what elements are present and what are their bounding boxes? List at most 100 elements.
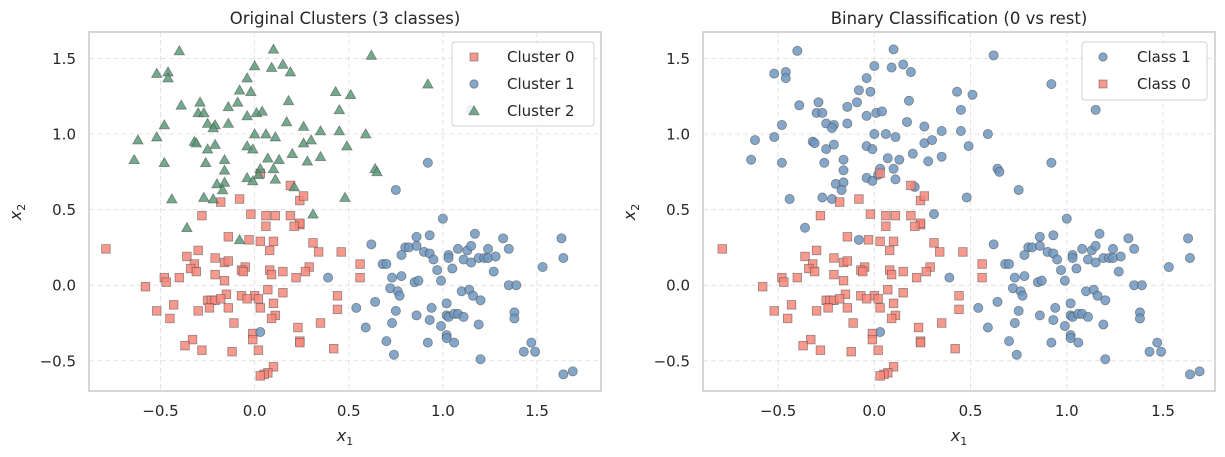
data-point-square <box>888 298 899 309</box>
data-point-circle <box>426 302 437 313</box>
data-point-circle <box>1009 272 1020 283</box>
y-axis-label-subscript: 2 <box>15 204 28 211</box>
data-point-circle <box>898 59 909 70</box>
data-point-circle <box>396 271 407 282</box>
data-point-square <box>875 371 885 381</box>
data-point-triangle <box>248 60 261 71</box>
data-point-square <box>253 294 264 304</box>
data-point-circle <box>963 141 974 152</box>
data-point-circle <box>509 313 520 324</box>
data-point-circle <box>836 184 847 195</box>
data-point-circle <box>351 302 362 313</box>
data-point-square <box>875 236 885 247</box>
data-point-circle <box>1059 321 1070 332</box>
data-point-circle <box>1152 337 1163 348</box>
data-point-circle <box>1184 252 1195 263</box>
data-point-square <box>315 318 326 328</box>
data-point-circle <box>826 122 837 133</box>
data-point-circle <box>1034 240 1045 251</box>
data-point-triangle <box>260 128 272 139</box>
x-tick-label: 1.0 <box>1055 402 1079 420</box>
data-point-square <box>834 294 845 304</box>
data-point-circle <box>1046 337 1057 348</box>
data-point-square <box>782 313 793 324</box>
data-point-square <box>238 266 249 277</box>
data-point-triangle <box>344 88 357 100</box>
y-axis-label-subscript: 2 <box>629 204 642 211</box>
data-point-square <box>223 256 233 266</box>
data-point-triangle <box>216 183 229 195</box>
data-point-circle <box>919 121 930 132</box>
data-point-circle <box>381 336 392 347</box>
x-axis-label-subscript: 1 <box>346 435 353 448</box>
data-point-triangle <box>201 143 214 154</box>
data-point-circle <box>923 156 934 167</box>
data-point-triangle <box>269 131 282 142</box>
data-point-square <box>268 298 279 309</box>
data-point-square <box>798 340 808 351</box>
data-point-circle <box>865 86 876 97</box>
data-point-square <box>255 303 265 313</box>
data-point-square <box>842 232 853 242</box>
data-point-square <box>823 303 833 313</box>
data-point-square <box>779 277 789 287</box>
data-point-circle <box>853 85 864 96</box>
data-point-square <box>197 210 207 221</box>
data-point-square <box>210 269 220 280</box>
data-point-circle <box>435 321 446 332</box>
data-point-square <box>885 245 895 256</box>
data-point-circle <box>255 327 266 338</box>
data-point-circle <box>1004 259 1015 270</box>
data-point-circle <box>1100 354 1111 365</box>
data-point-square <box>815 210 826 221</box>
data-point-circle <box>1065 333 1076 344</box>
data-point-square <box>193 245 203 256</box>
data-point-square <box>867 334 878 345</box>
data-point-circle <box>1144 346 1155 357</box>
data-point-square <box>329 343 339 354</box>
data-point-square <box>246 209 256 219</box>
data-point-circle <box>387 317 398 328</box>
x-axis-label-main: x <box>336 426 347 445</box>
data-point-circle <box>867 144 878 155</box>
data-point-square <box>958 247 968 257</box>
data-point-square <box>873 294 883 304</box>
data-point-circle <box>1050 302 1061 313</box>
data-point-square <box>291 272 301 283</box>
data-point-square <box>223 303 233 313</box>
data-point-square <box>888 236 899 247</box>
data-point-circle <box>388 349 399 360</box>
data-point-square <box>255 371 265 381</box>
data-point-square <box>861 294 872 304</box>
data-point-triangle <box>158 156 171 168</box>
data-point-circle <box>411 240 422 251</box>
data-point-circle <box>888 44 899 55</box>
data-point-triangle <box>340 140 353 151</box>
legend-marker-triangle <box>468 104 480 116</box>
data-point-square <box>210 253 220 263</box>
data-point-square <box>873 345 883 355</box>
data-point-circle <box>441 298 452 309</box>
data-point-circle <box>443 252 454 263</box>
legend-marker-circle <box>1098 52 1108 62</box>
data-point-square <box>846 346 856 357</box>
data-point-triangle <box>128 153 141 165</box>
data-point-circle <box>1036 275 1047 286</box>
data-point-circle <box>1013 184 1024 195</box>
data-point-circle <box>469 228 480 239</box>
data-point-circle <box>1056 265 1067 276</box>
legend-box <box>451 41 595 127</box>
data-point-circle <box>381 259 392 270</box>
chart-title: Binary Classification (0 vs rest) <box>831 9 1088 28</box>
data-point-circle <box>441 333 452 344</box>
data-point-circle <box>903 95 914 106</box>
data-point-circle <box>467 290 478 301</box>
data-point-triangle <box>371 165 383 177</box>
data-point-circle <box>955 126 966 137</box>
data-point-circle <box>842 118 853 129</box>
data-point-circle <box>1163 262 1174 273</box>
data-point-square <box>977 259 987 269</box>
data-point-circle <box>877 106 888 117</box>
data-point-circle <box>498 233 509 244</box>
